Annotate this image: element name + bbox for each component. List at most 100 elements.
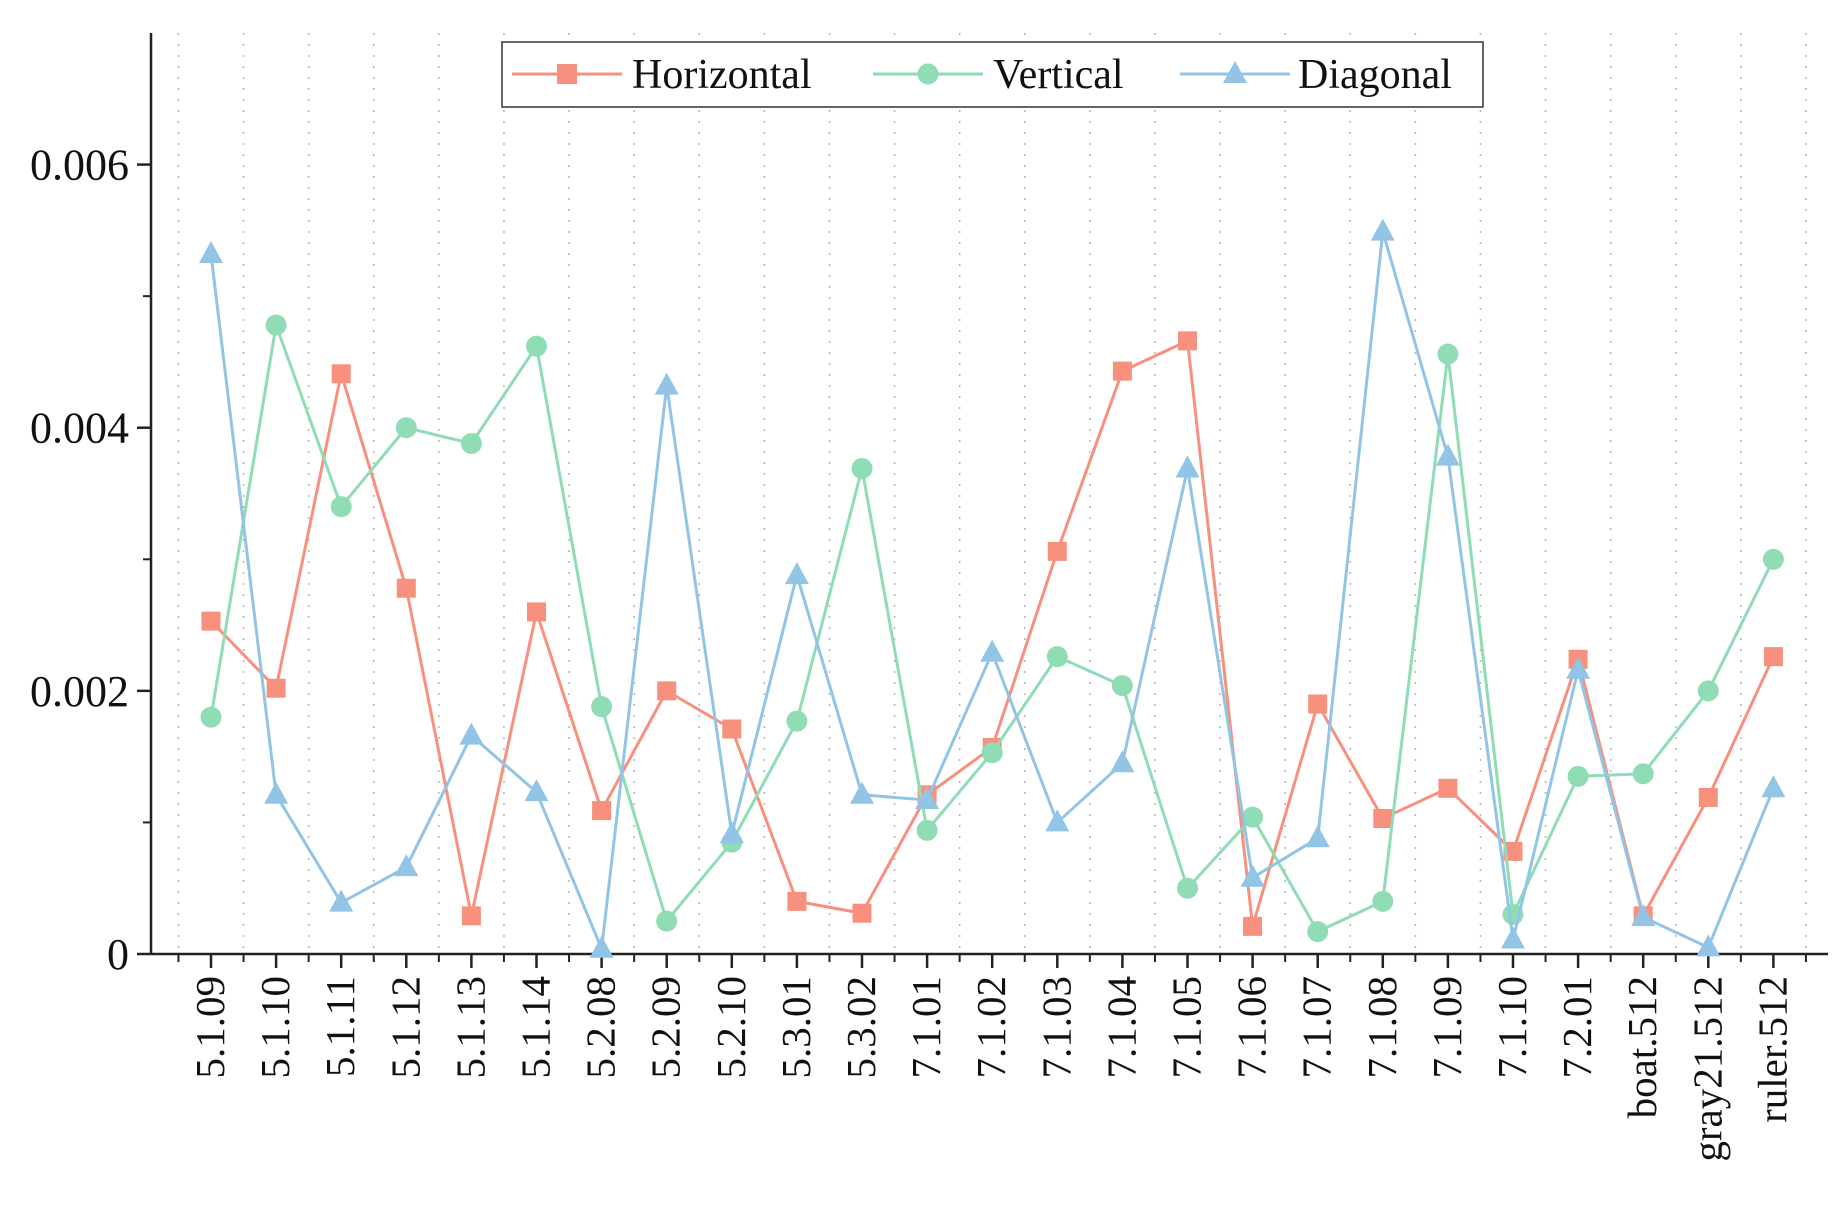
- data-point-vertical: [916, 819, 938, 841]
- data-point-vertical: [1697, 680, 1719, 702]
- data-point-horizontal: [657, 681, 677, 701]
- x-tick-label: 5.2.09: [643, 976, 689, 1079]
- data-point-horizontal: [331, 364, 351, 384]
- data-point-diagonal: [1501, 926, 1525, 949]
- data-point-horizontal: [1503, 841, 1523, 861]
- data-point-vertical: [1307, 921, 1329, 943]
- data-point-diagonal: [524, 779, 549, 802]
- series-line-diagonal: [209, 230, 1775, 951]
- data-point-diagonal: [1045, 809, 1070, 832]
- x-tick-label: 5.1.13: [447, 976, 493, 1079]
- data-point-diagonal: [459, 722, 484, 745]
- x-tick-label: 7.1.08: [1359, 976, 1405, 1079]
- axes: [149, 33, 1828, 956]
- data-point-vertical: [981, 742, 1003, 764]
- data-point-diagonal: [199, 241, 223, 264]
- data-point-diagonal: [264, 781, 289, 804]
- x-tick-label: 7.1.02: [968, 976, 1014, 1079]
- legend-entry-horizontal: Horizontal: [512, 52, 812, 98]
- data-point-vertical: [1567, 765, 1589, 787]
- data-point-horizontal: [1308, 694, 1328, 714]
- legend: Horizontal Vertical Diagonal: [501, 41, 1484, 108]
- x-tick-label: 7.1.05: [1164, 976, 1210, 1079]
- data-point-horizontal: [1763, 647, 1783, 667]
- data-point-horizontal: [266, 678, 286, 698]
- data-point-horizontal: [1373, 808, 1393, 828]
- data-point-horizontal: [527, 602, 546, 622]
- x-tick-label: 5.1.11: [317, 976, 363, 1077]
- data-point-diagonal: [1370, 218, 1395, 241]
- legend-entry-vertical: Vertical: [873, 52, 1124, 98]
- data-point-vertical: [1046, 646, 1068, 668]
- y-tick-label: 0: [107, 930, 129, 979]
- data-point-vertical: [526, 335, 547, 357]
- x-tick-label: 7.1.07: [1294, 976, 1340, 1079]
- x-tick-label: 5.1.10: [252, 976, 298, 1079]
- y-tick-label: 0.004: [30, 404, 129, 453]
- x-tick-label: 7.1.04: [1098, 976, 1144, 1079]
- data-point-vertical: [1762, 548, 1784, 570]
- data-point-horizontal: [1178, 331, 1197, 351]
- data-point-horizontal: [592, 801, 612, 821]
- data-point-diagonal: [1305, 825, 1330, 848]
- x-tick-label: 7.1.09: [1424, 976, 1470, 1079]
- data-point-vertical: [1111, 675, 1133, 697]
- data-point-diagonal: [1435, 443, 1460, 466]
- x-tick-label: 7.1.03: [1033, 976, 1079, 1079]
- x-tick-label: 7.1.10: [1489, 976, 1535, 1079]
- series-line-horizontal: [209, 339, 1775, 928]
- x-tick-label: ruler.512: [1749, 976, 1795, 1123]
- data-point-diagonal: [719, 821, 744, 844]
- x-tick-label: 5.1.12: [382, 976, 428, 1079]
- legend-entry-diagonal: Diagonal: [1180, 52, 1452, 98]
- data-point-diagonal: [1761, 775, 1786, 798]
- data-point-diagonal: [1566, 656, 1591, 679]
- data-point-vertical: [1372, 890, 1394, 912]
- x-tick-label: 7.1.06: [1229, 976, 1275, 1079]
- x-tick-label: 5.1.14: [513, 976, 559, 1079]
- series: [199, 218, 1786, 958]
- x-axis-ticks: 5.1.09 5.1.10 5.1.11 5.1.12 5.1.13 5.1.14 5.2.…: [177, 954, 1807, 1162]
- data-point-diagonal: [1631, 904, 1656, 927]
- data-point-vertical: [656, 910, 678, 932]
- data-point-horizontal: [1243, 916, 1263, 936]
- data-point-diagonal: [915, 787, 940, 810]
- data-point-vertical: [851, 458, 873, 480]
- data-point-diagonal: [329, 889, 354, 912]
- x-tick-label: 5.3.02: [838, 976, 884, 1079]
- data-point-diagonal: [980, 639, 1005, 662]
- x-tick-label: 5.2.10: [708, 976, 754, 1079]
- x-tick-label: 7.1.01: [903, 976, 949, 1079]
- data-point-horizontal: [1047, 541, 1067, 561]
- x-tick-label: 5.1.09: [187, 976, 233, 1079]
- y-axis-ticks: 0 0.002 0.004 0.006: [30, 141, 151, 979]
- data-point-diagonal: [1696, 934, 1721, 957]
- data-point-horizontal: [396, 578, 416, 598]
- data-point-vertical: [1632, 763, 1654, 785]
- data-point-vertical: [330, 496, 352, 518]
- x-tick-label: gray21.512: [1684, 976, 1730, 1162]
- x-tick-label: 5.3.01: [773, 976, 819, 1079]
- data-point-diagonal: [654, 372, 679, 395]
- data-point-vertical: [200, 706, 222, 728]
- data-point-horizontal: [852, 903, 872, 923]
- data-point-diagonal: [784, 562, 809, 585]
- data-point-diagonal: [1240, 864, 1265, 887]
- data-point-diagonal: [1110, 750, 1135, 773]
- series-vertical: [200, 314, 1784, 943]
- data-point-vertical: [265, 314, 287, 336]
- data-point-horizontal: [1438, 778, 1458, 798]
- legend-label-diagonal: Diagonal: [1298, 52, 1452, 98]
- data-point-horizontal: [201, 611, 221, 631]
- series-line-vertical: [209, 323, 1775, 934]
- data-point-horizontal: [1112, 361, 1132, 381]
- legend-marker-horizontal: [557, 64, 577, 84]
- data-point-vertical: [1242, 806, 1264, 828]
- series-diagonal: [199, 218, 1786, 958]
- x-tick-label: boat.512: [1619, 976, 1665, 1118]
- legend-box: [501, 41, 1484, 108]
- data-point-diagonal: [394, 854, 419, 877]
- data-point-vertical: [1437, 343, 1459, 365]
- legend-marker-vertical: [917, 63, 939, 85]
- data-point-horizontal: [787, 891, 807, 911]
